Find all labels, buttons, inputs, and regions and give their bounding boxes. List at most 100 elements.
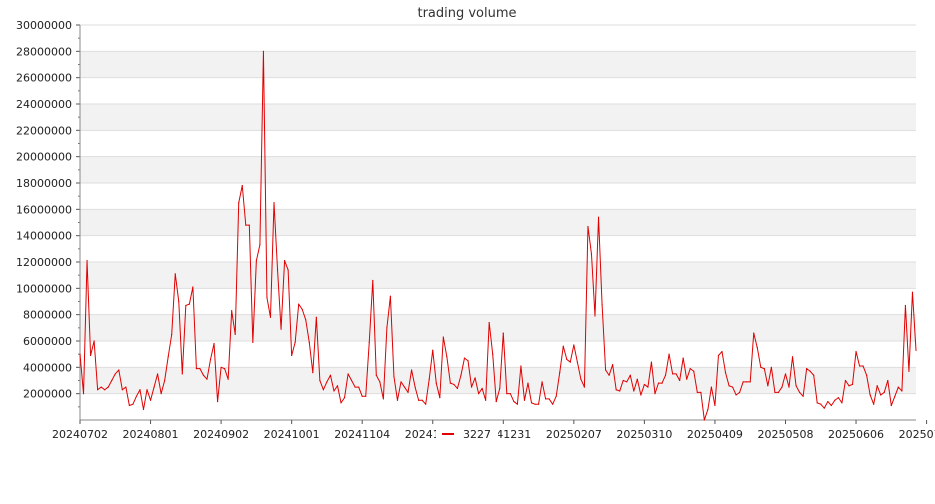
y-tick-label: 10000000 [16, 282, 72, 295]
data-point [608, 374, 610, 376]
data-point [573, 344, 575, 346]
data-point [283, 260, 286, 262]
y-tick-label: 26000000 [16, 72, 72, 85]
x-tick-label: 20250508 [757, 428, 813, 441]
data-point [583, 386, 586, 388]
data-point [456, 387, 459, 389]
data-point [679, 379, 681, 382]
data-point [774, 391, 776, 393]
data-point [763, 368, 765, 370]
data-point [128, 404, 130, 407]
data-point [901, 390, 903, 392]
data-point [273, 202, 275, 204]
data-point [545, 398, 547, 400]
data-point [841, 402, 843, 404]
data-point [749, 381, 751, 383]
data-point [111, 379, 113, 382]
data-point [640, 394, 642, 396]
data-point [587, 225, 589, 228]
data-point [806, 368, 808, 370]
data-point [650, 361, 653, 363]
data-point [421, 399, 423, 401]
data-point [393, 375, 395, 378]
y-tick-label: 24000000 [16, 98, 72, 111]
data-point [566, 358, 568, 361]
data-point [555, 395, 557, 397]
data-point [340, 402, 342, 404]
x-tick-label: 20250409 [687, 428, 743, 441]
data-point [862, 365, 864, 367]
data-point [206, 378, 208, 380]
data-point [696, 391, 698, 393]
data-point [880, 394, 882, 396]
data-point [731, 386, 734, 388]
data-point [612, 364, 614, 366]
x-tick-label: 20250207 [546, 428, 602, 441]
data-point [770, 366, 772, 368]
data-point [97, 389, 99, 391]
data-point [322, 389, 324, 391]
data-point [851, 383, 854, 386]
data-point [336, 385, 339, 387]
data-point [157, 373, 159, 375]
data-point [428, 378, 430, 380]
y-tick-label: 6000000 [23, 335, 72, 348]
data-point [629, 374, 631, 376]
data-point [855, 350, 857, 353]
series-layer [79, 50, 917, 421]
data-point [721, 350, 723, 353]
data-point [661, 382, 663, 384]
data-point [622, 379, 624, 382]
data-point [707, 408, 709, 411]
data-point [160, 393, 162, 395]
data-point [135, 395, 138, 397]
x-tick-label: 20250310 [616, 428, 672, 441]
data-point [442, 336, 444, 338]
data-point [372, 279, 374, 282]
data-point [396, 399, 399, 401]
data-point [93, 340, 95, 342]
data-point [439, 397, 441, 399]
data-point [798, 391, 801, 393]
data-point [823, 407, 825, 409]
data-point [312, 372, 314, 374]
data-point [672, 373, 674, 375]
legend-label: 3227 [463, 428, 491, 441]
y-axis: 2000000 4000000 6000000 8000000 10000000 1200… [16, 19, 81, 420]
grid-band [80, 262, 916, 289]
data-point [830, 404, 832, 407]
data-point [664, 374, 667, 376]
data-point [319, 379, 321, 382]
data-point [375, 374, 377, 376]
data-point [534, 403, 536, 405]
y-tick-label: 14000000 [16, 230, 72, 243]
data-point [481, 387, 483, 389]
data-point [781, 386, 783, 388]
data-point [689, 368, 691, 370]
data-point [710, 386, 713, 388]
data-point [432, 349, 434, 351]
data-point [530, 402, 533, 404]
data-point [827, 400, 829, 403]
data-point [301, 308, 303, 310]
data-point [597, 216, 600, 218]
data-point [520, 365, 522, 367]
y-tick-label: 12000000 [16, 256, 72, 269]
data-point [435, 382, 437, 384]
y-tick-label: 28000000 [16, 45, 72, 58]
data-point [844, 379, 847, 382]
data-point [287, 269, 289, 271]
data-point [358, 386, 360, 388]
y-tick-label: 30000000 [16, 19, 72, 32]
data-point [675, 373, 677, 375]
data-point [682, 357, 684, 359]
data-point [79, 353, 81, 355]
data-point [167, 356, 169, 358]
data-point [333, 390, 335, 392]
data-point [866, 374, 868, 376]
x-tick-label: 20241001 [264, 428, 320, 441]
data-point [354, 386, 356, 388]
data-point [523, 399, 526, 401]
data-point [403, 386, 406, 388]
